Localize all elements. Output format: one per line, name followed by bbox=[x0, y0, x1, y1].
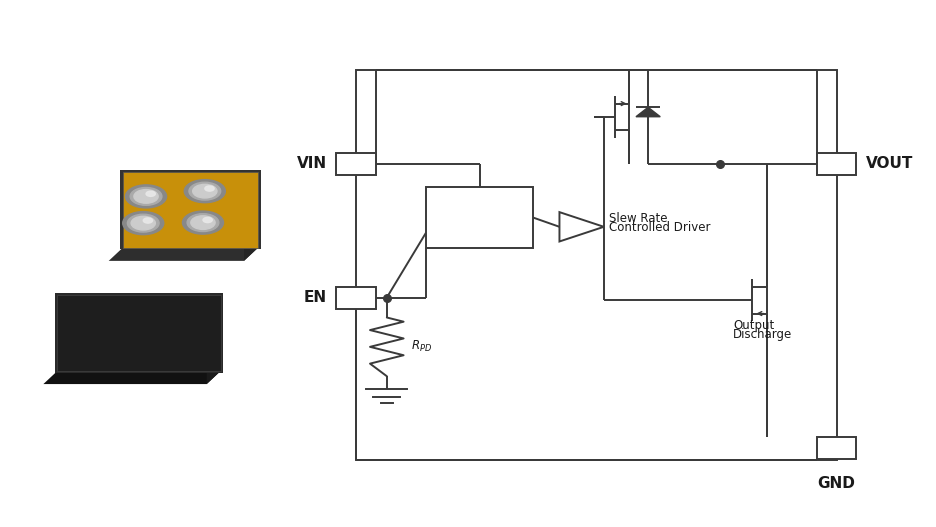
Polygon shape bbox=[207, 295, 221, 384]
Polygon shape bbox=[244, 172, 258, 261]
Circle shape bbox=[143, 218, 153, 223]
Circle shape bbox=[134, 190, 158, 203]
Text: VIN: VIN bbox=[297, 157, 327, 171]
Circle shape bbox=[123, 212, 164, 235]
Bar bbox=[426, 188, 534, 248]
Text: Controlled Driver: Controlled Driver bbox=[609, 221, 711, 235]
Bar bbox=[57, 295, 221, 371]
Text: Control: Control bbox=[457, 205, 503, 218]
Text: Output: Output bbox=[733, 319, 774, 332]
Text: Logic: Logic bbox=[463, 217, 496, 229]
Bar bbox=[54, 294, 224, 373]
Circle shape bbox=[183, 211, 224, 234]
Bar bbox=[817, 437, 856, 459]
Circle shape bbox=[131, 216, 155, 230]
Bar bbox=[817, 153, 856, 175]
Bar bbox=[356, 70, 837, 460]
Circle shape bbox=[187, 214, 219, 231]
Polygon shape bbox=[560, 212, 604, 241]
Circle shape bbox=[203, 217, 212, 222]
Circle shape bbox=[205, 186, 214, 191]
Polygon shape bbox=[109, 248, 258, 261]
Circle shape bbox=[193, 184, 217, 198]
Circle shape bbox=[127, 214, 159, 232]
Circle shape bbox=[184, 180, 226, 203]
Circle shape bbox=[191, 216, 215, 229]
Bar bbox=[336, 153, 375, 175]
Circle shape bbox=[189, 182, 221, 200]
Polygon shape bbox=[636, 108, 660, 116]
Bar bbox=[336, 287, 375, 309]
Text: EN: EN bbox=[304, 290, 327, 305]
Text: GND: GND bbox=[818, 476, 856, 491]
Text: VOUT: VOUT bbox=[866, 157, 913, 171]
Circle shape bbox=[130, 188, 162, 206]
Circle shape bbox=[146, 191, 155, 197]
Bar bbox=[120, 170, 261, 249]
Polygon shape bbox=[43, 371, 221, 384]
Text: $R_{PD}$: $R_{PD}$ bbox=[411, 339, 432, 354]
Text: Discharge: Discharge bbox=[733, 328, 792, 341]
Bar bbox=[123, 172, 258, 248]
Text: Slew Rate: Slew Rate bbox=[609, 212, 668, 225]
Circle shape bbox=[125, 185, 167, 208]
